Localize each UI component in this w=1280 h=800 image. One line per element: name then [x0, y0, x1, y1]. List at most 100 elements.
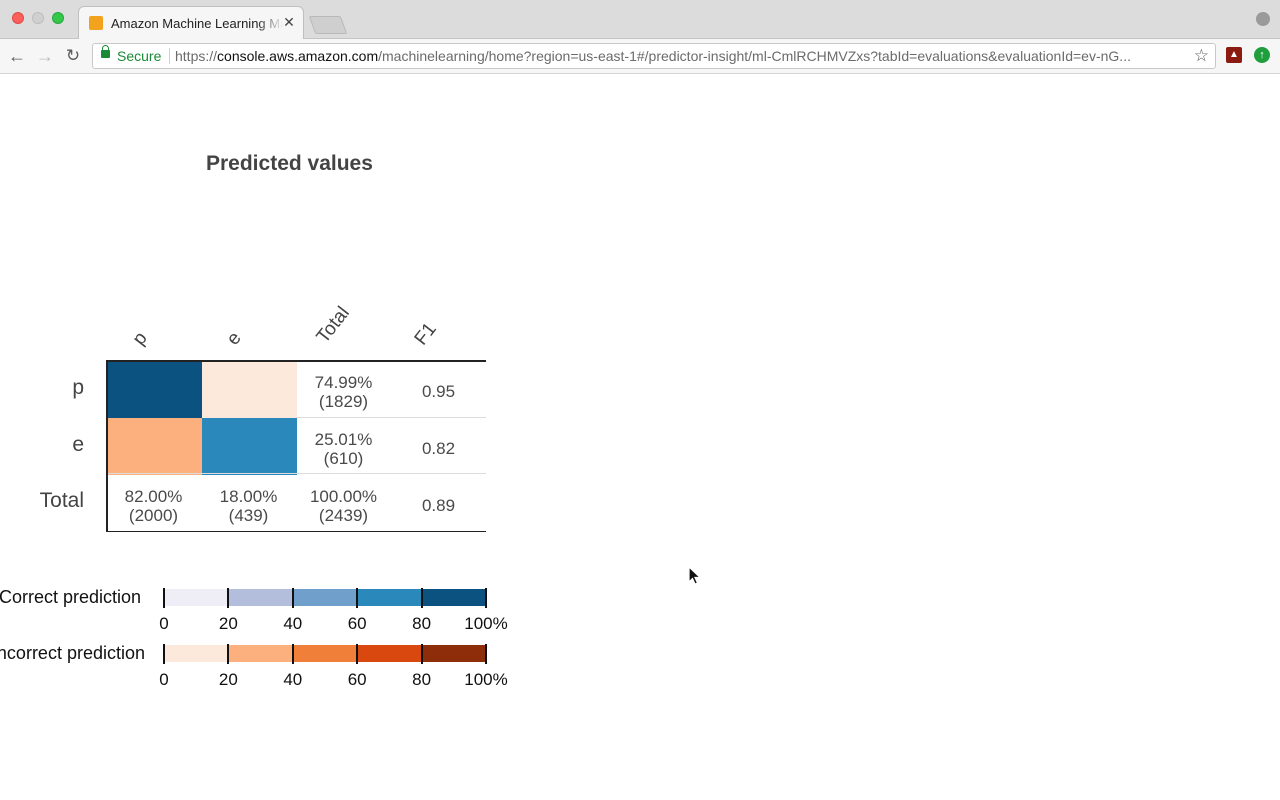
row-divider [106, 473, 486, 474]
url-divider [169, 48, 170, 64]
column-label-e: e [222, 328, 246, 350]
grand-total: 100.00% (2439) [296, 487, 391, 525]
legend-tick-label: 40 [283, 670, 303, 689]
row-e-f1: 0.82 [421, 439, 456, 458]
url-text[interactable]: https://console.aws.amazon.com/machinele… [175, 48, 1180, 66]
total-e-pct: 18.00% [219, 487, 278, 506]
new-tab-button[interactable] [308, 16, 348, 34]
url-path: /machinelearning/home?region=us-east-1#/… [378, 48, 1131, 64]
legend-tick-label: 20 [218, 614, 238, 633]
aws-favicon-icon [89, 16, 103, 30]
address-bar[interactable]: Secure https://console.aws.amazon.com/ma… [92, 43, 1216, 69]
tab-title: Amazon Machine Learning Ma [111, 16, 283, 31]
bookmark-star-icon[interactable]: ☆ [1193, 46, 1209, 65]
legend-color-segment [228, 645, 293, 662]
column-label-total: Total [312, 302, 354, 348]
forward-button[interactable]: → [36, 46, 54, 66]
row-label-total: Total [39, 489, 84, 512]
lock-icon [101, 45, 110, 58]
legend-color-segment [164, 589, 229, 606]
row-e-total-pct: 25.01% [314, 430, 373, 449]
legend-color-segment [228, 589, 293, 606]
legend-incorrect-bar [164, 645, 486, 662]
browser-titlebar: Amazon Machine Learning Ma ✕ [0, 0, 1280, 39]
back-button[interactable]: ← [8, 46, 26, 66]
legend-tick-label: 40 [283, 614, 303, 633]
legend-tick-label: 20 [218, 670, 238, 689]
cell-e-p [107, 418, 202, 475]
legend-tick-label: 80 [412, 670, 432, 689]
legend-color-segment [164, 645, 229, 662]
url-scheme: https:// [175, 48, 218, 64]
legend-tick-label: 60 [347, 614, 367, 633]
legend-color-segment [357, 589, 422, 606]
grand-total-count: (2439) [318, 506, 369, 525]
row-e-total-count: (610) [323, 449, 364, 468]
mouse-cursor-icon [688, 566, 702, 585]
total-e-count: (439) [228, 506, 269, 525]
cell-p-e [202, 361, 297, 418]
confusion-matrix: 74.99% (1829) 0.95 25.01% (610) 0.82 82.00… [106, 360, 486, 532]
row-p-total-count: (1829) [318, 392, 369, 411]
legend-tick-label: 100% [464, 614, 508, 633]
grand-total-pct: 100.00% [309, 487, 378, 506]
legend-incorrect-label: Incorrect prediction [0, 643, 145, 664]
maximize-window-button[interactable] [52, 12, 64, 24]
row-divider [296, 417, 486, 418]
row-p-f1: 0.95 [421, 382, 456, 401]
legend-tick-label: 0 [159, 614, 169, 633]
cell-p-p [107, 361, 202, 418]
legend-tick-label: 0 [159, 670, 169, 689]
legend-color-segment [421, 645, 486, 662]
reload-button[interactable]: ↻ [65, 46, 81, 65]
update-extension-icon[interactable]: ↑ [1254, 47, 1270, 63]
browser-tab-active[interactable]: Amazon Machine Learning Ma ✕ [78, 6, 304, 39]
legend-correct-bar [164, 589, 486, 606]
legend-incorrect-text: Incorrect prediction [0, 643, 145, 663]
column-label-f1: F1 [410, 318, 441, 350]
profile-icon[interactable] [1256, 12, 1270, 26]
legend-color-segment [421, 589, 486, 606]
legend-tick-mark [291, 644, 294, 664]
close-window-button[interactable] [12, 12, 24, 24]
legend-tick-label: 60 [347, 670, 367, 689]
total-f1: 0.89 [421, 496, 456, 515]
tab-close-icon[interactable]: ✕ [283, 14, 295, 30]
legend-tick-label: 80 [412, 614, 432, 633]
page-content: Predicted values p e Total F1 p e Total … [0, 74, 1280, 800]
row-p-total-pct: 74.99% [314, 373, 373, 392]
pdf-extension-icon[interactable]: ▲ [1226, 47, 1242, 63]
legend-tick-mark [485, 588, 487, 608]
total-p-count: (2000) [128, 506, 179, 525]
row-label-e: e [72, 433, 84, 456]
matrix-border-top [106, 360, 486, 362]
row-e-total: 25.01% (610) [296, 430, 391, 468]
row-label-p: p [72, 376, 84, 399]
legend-tick-mark [163, 588, 165, 608]
legend-tick-mark [485, 644, 487, 664]
column-label-p: p [128, 328, 152, 350]
legend-color-segment [357, 645, 422, 662]
minimize-window-button[interactable] [32, 12, 44, 24]
browser-toolbar: ← → ↻ Secure https://console.aws.amazon.… [0, 39, 1280, 74]
cell-e-e [202, 418, 297, 475]
legend-tick-mark [291, 588, 294, 608]
legend-tick-mark [420, 644, 423, 664]
total-e: 18.00% (439) [201, 487, 296, 525]
legend-tick-label: 100% [464, 670, 508, 689]
total-p: 82.00% (2000) [106, 487, 201, 525]
legend-color-segment [292, 589, 358, 606]
legend-tick-mark [163, 644, 165, 664]
legend-tick-mark [356, 588, 359, 608]
legend-tick-mark [356, 644, 359, 664]
matrix-border-bottom [106, 530, 486, 532]
url-host: console.aws.amazon.com [217, 48, 379, 64]
legend-correct-label: Correct prediction [0, 587, 142, 607]
matrix-border-left [106, 360, 108, 532]
legend-tick-mark [227, 588, 230, 608]
total-p-pct: 82.00% [124, 487, 183, 506]
row-p-total: 74.99% (1829) [296, 373, 391, 411]
secure-label: Secure [117, 48, 162, 64]
matrix-title: Predicted values [206, 152, 373, 175]
legend-tick-mark [420, 588, 423, 608]
